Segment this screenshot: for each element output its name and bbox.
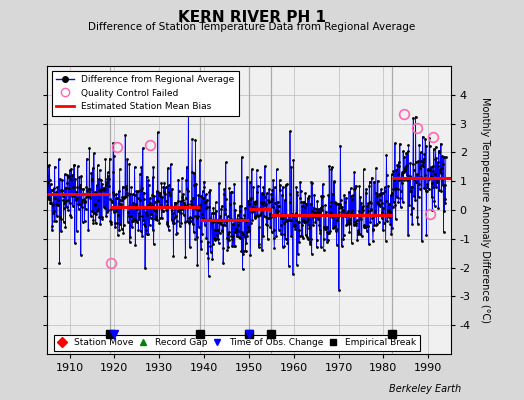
Text: Berkeley Earth: Berkeley Earth <box>389 384 461 394</box>
Text: Difference of Station Temperature Data from Regional Average: Difference of Station Temperature Data f… <box>88 22 415 32</box>
Legend: Station Move, Record Gap, Time of Obs. Change, Empirical Break: Station Move, Record Gap, Time of Obs. C… <box>54 335 420 351</box>
Text: KERN RIVER PH 1: KERN RIVER PH 1 <box>178 10 325 25</box>
Y-axis label: Monthly Temperature Anomaly Difference (°C): Monthly Temperature Anomaly Difference (… <box>480 97 490 323</box>
